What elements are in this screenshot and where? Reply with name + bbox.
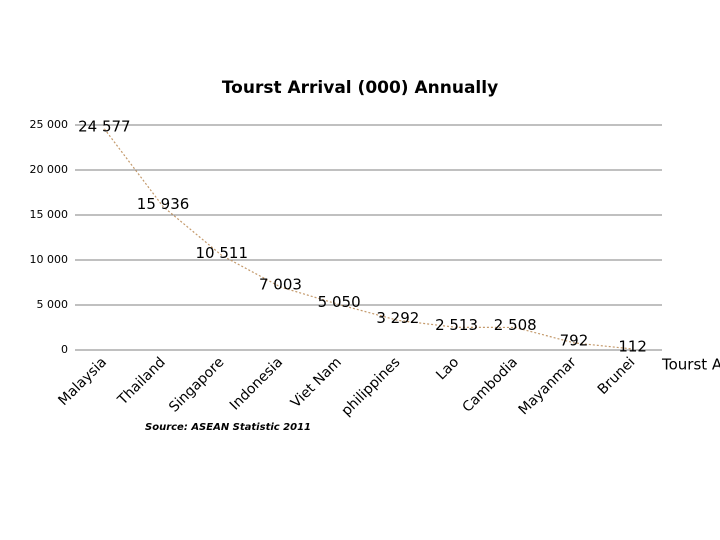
value-label: 792 <box>560 331 589 349</box>
value-label: 10 511 <box>196 244 249 262</box>
data-line <box>103 128 633 350</box>
value-label: 2 513 <box>435 316 478 334</box>
legend-label: Tourst Arrival (000) Annually <box>661 356 720 374</box>
y-tick-label: 5 000 <box>37 298 69 311</box>
value-label: 112 <box>618 337 647 355</box>
x-tick-label: Lao <box>433 354 462 383</box>
value-label: 7 003 <box>259 275 302 293</box>
value-label: 24 577 <box>78 117 131 135</box>
y-tick-label: 10 000 <box>30 253 69 266</box>
x-tick-label: Thailand <box>114 354 169 409</box>
y-tick-label: 20 000 <box>30 163 69 176</box>
source-note: Source: ASEAN Statistic 2011 <box>145 422 311 433</box>
x-tick-label: Brunei <box>595 354 639 398</box>
x-tick-label: Indonesia <box>227 354 286 413</box>
y-tick-label: 0 <box>61 343 68 356</box>
value-label: 5 050 <box>318 293 361 311</box>
chart-title: Tourst Arrival (000) Annually <box>222 78 498 98</box>
x-tick-label: philippines <box>339 354 404 419</box>
y-tick-label: 15 000 <box>30 208 69 221</box>
x-tick-label: Malaysia <box>55 354 110 409</box>
value-label: 2 508 <box>494 316 537 334</box>
x-tick-label: Viet Nam <box>288 354 345 411</box>
y-tick-label: 25 000 <box>30 118 69 131</box>
x-tick-label: Cambodia <box>460 354 521 415</box>
value-label: 15 936 <box>137 195 190 213</box>
value-label: 3 292 <box>376 309 419 327</box>
x-tick-label: Mayanmar <box>516 354 580 418</box>
x-tick-label: Singapore <box>166 354 227 415</box>
